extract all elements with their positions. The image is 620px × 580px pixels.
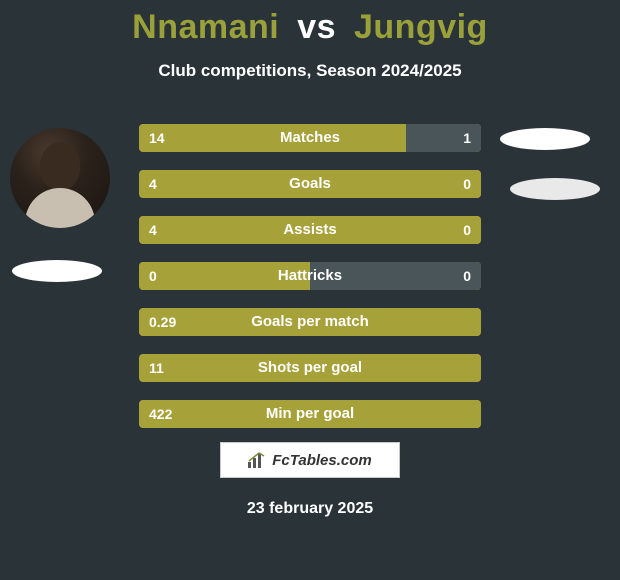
stat-row: 4Assists0 (139, 216, 481, 244)
stat-label: Matches (139, 124, 481, 152)
player2-flag (500, 128, 590, 150)
comparison-title: Nnamani vs Jungvig (0, 0, 620, 47)
stat-label: Assists (139, 216, 481, 244)
stat-row: 14Matches1 (139, 124, 481, 152)
stat-label: Goals (139, 170, 481, 198)
stat-value-right: 0 (463, 216, 471, 244)
stat-label: Goals per match (139, 308, 481, 336)
logo-text: FcTables.com (272, 452, 371, 469)
subtitle: Club competitions, Season 2024/2025 (0, 61, 620, 81)
stat-row: 0.29Goals per match (139, 308, 481, 336)
date-label: 23 february 2025 (0, 500, 620, 518)
stat-row: 0Hattricks0 (139, 262, 481, 290)
stat-row: 422Min per goal (139, 400, 481, 428)
stat-label: Min per goal (139, 400, 481, 428)
stat-value-right: 0 (463, 262, 471, 290)
player1-flag (12, 260, 102, 282)
player2-flag-secondary (510, 178, 600, 200)
player1-name: Nnamani (132, 8, 279, 46)
player1-avatar (10, 128, 110, 228)
stat-label: Hattricks (139, 262, 481, 290)
stat-row: 4Goals0 (139, 170, 481, 198)
comparison-bars: 14Matches14Goals04Assists00Hattricks00.2… (139, 124, 481, 446)
stat-row: 11Shots per goal (139, 354, 481, 382)
barchart-icon (248, 452, 266, 468)
vs-text: vs (297, 8, 336, 46)
stat-value-right: 0 (463, 170, 471, 198)
stat-label: Shots per goal (139, 354, 481, 382)
fctables-logo: FcTables.com (220, 442, 400, 478)
player2-name: Jungvig (354, 8, 488, 46)
stat-value-right: 1 (463, 124, 471, 152)
